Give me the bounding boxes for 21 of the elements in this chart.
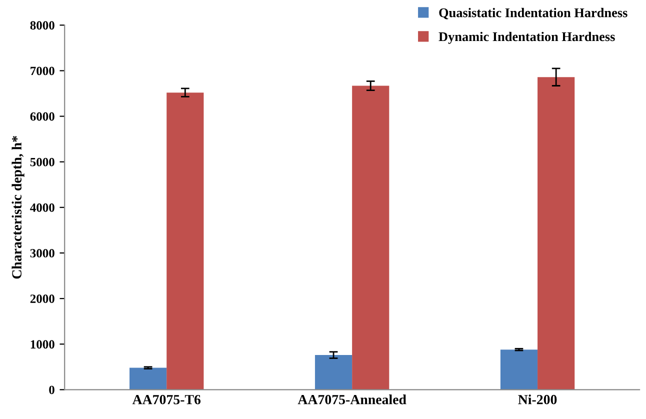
y-tick-label: 0: [49, 386, 54, 394]
bar: [500, 350, 538, 390]
y-tick-label: 6000: [30, 112, 54, 121]
bar: [166, 92, 204, 390]
x-tick-label: AA7075-Annealed: [298, 394, 406, 404]
bar: [538, 77, 575, 390]
y-tick-label: 1000: [30, 340, 54, 349]
y-tick-label: 8000: [30, 21, 54, 30]
y-tick-label: 2000: [30, 294, 54, 303]
y-tick-label: 5000: [30, 158, 54, 166]
y-tick-label: 7000: [30, 66, 54, 76]
x-tick-label: Ni-200: [518, 394, 557, 404]
y-axis-title: Characteristic depth, h*: [12, 136, 24, 279]
legend-label: Dynamic Indentation Hardness: [438, 32, 615, 44]
x-tick-label: AA7075-T6: [132, 394, 201, 404]
bar: [352, 86, 390, 390]
bar: [130, 368, 167, 390]
y-tick-label: 4000: [30, 203, 54, 212]
legend-label: Quasistatic Indentation Hardness: [439, 8, 628, 20]
bar: [314, 355, 352, 390]
y-tick-label: 3000: [30, 248, 54, 258]
